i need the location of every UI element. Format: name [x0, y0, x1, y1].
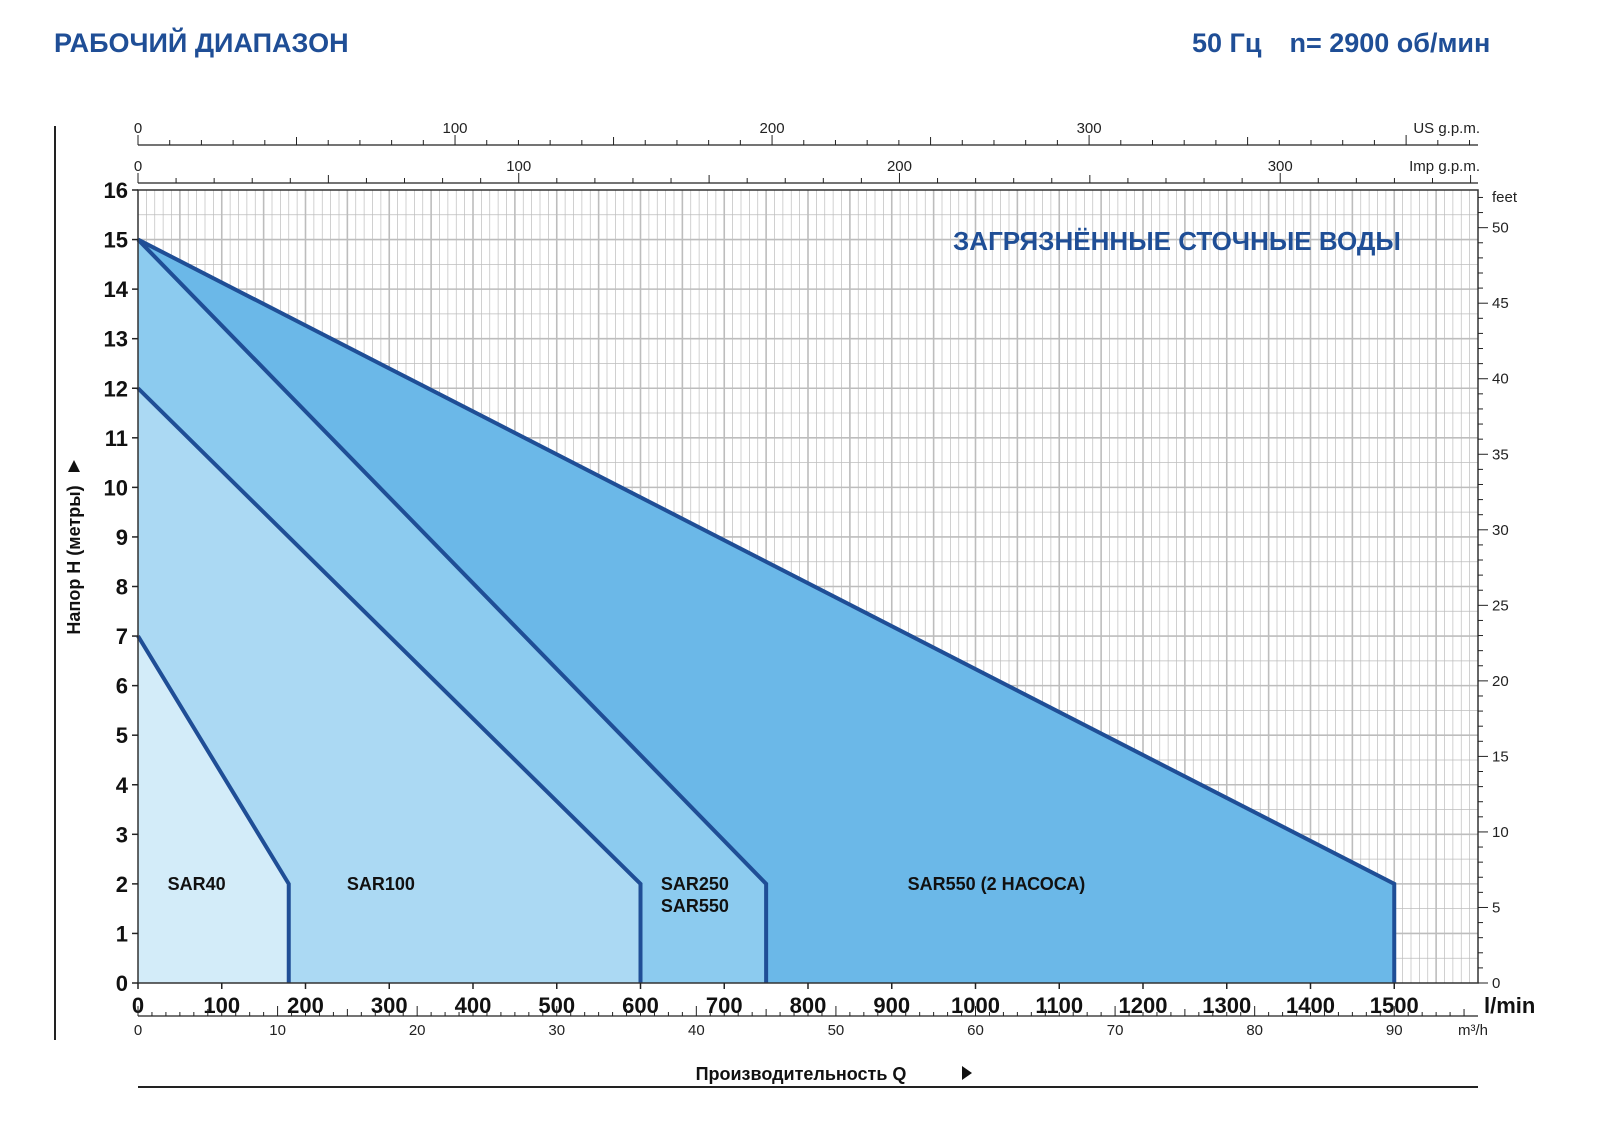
y-tick-label: 1 — [116, 921, 128, 946]
imp-gpm-tick-label: 0 — [134, 158, 142, 175]
us-gpm-tick-label: 100 — [443, 120, 468, 137]
y-axis-arrow-icon — [68, 460, 80, 472]
y-tick-label: 5 — [116, 723, 128, 748]
feet-tick-label: 5 — [1492, 899, 1500, 916]
x-axis-arrow-icon — [962, 1066, 972, 1080]
feet-tick-label: 25 — [1492, 597, 1509, 614]
us-gpm-unit-label: US g.p.m. — [1413, 120, 1480, 137]
feet-tick-label: 10 — [1492, 824, 1509, 841]
x-axis-title: Производительность Q — [696, 1064, 972, 1084]
m3h-tick-label: 10 — [269, 1022, 286, 1039]
y-tick-label: 7 — [116, 624, 128, 649]
feet-tick-label: 0 — [1492, 975, 1500, 992]
imp-gpm-tick-label: 200 — [887, 158, 912, 175]
y-tick-label: 10 — [104, 475, 128, 500]
frequency-label: 50 Гц — [1192, 28, 1262, 58]
operating-area — [138, 388, 641, 983]
chart-annotation: ЗАГРЯЗНЁННЫЕ СТОЧНЫЕ ВОДЫ — [953, 226, 1401, 256]
m3h-tick-label: 40 — [688, 1022, 705, 1039]
us-gpm-tick-label: 300 — [1077, 120, 1102, 137]
series-label: SAR40 — [168, 874, 226, 894]
y-tick-label: 4 — [116, 773, 129, 798]
y-tick-label: 0 — [116, 971, 128, 996]
x-tick-label: 0 — [132, 993, 144, 1018]
y-axis-title: Напор H (метры) — [64, 460, 84, 635]
operating-areas — [136, 237, 1397, 983]
y-tick-label: 16 — [104, 178, 128, 203]
series-label: SAR250 — [661, 874, 729, 894]
feet-tick-label: 35 — [1492, 446, 1509, 463]
feet-tick-label: 30 — [1492, 522, 1509, 539]
imp-gpm-tick-label: 100 — [506, 158, 531, 175]
y-tick-label: 15 — [104, 228, 128, 253]
m3h-unit-label: m³/h — [1458, 1022, 1488, 1039]
svg-text:Производительность Q: Производительность Q — [696, 1064, 907, 1084]
imp-gpm-tick-label: 300 — [1268, 158, 1293, 175]
m3h-tick-label: 60 — [967, 1022, 984, 1039]
series-label: SAR550 — [661, 896, 729, 916]
feet-tick-label: 20 — [1492, 673, 1509, 690]
y-tick-label: 12 — [104, 376, 128, 401]
y-tick-label: 9 — [116, 525, 128, 550]
y-tick-label: 14 — [104, 277, 129, 302]
m3h-tick-label: 20 — [409, 1022, 426, 1039]
imp-gpm-unit-label: Imp g.p.m. — [1409, 158, 1480, 175]
m3h-tick-label: 80 — [1246, 1022, 1263, 1039]
m3h-tick-label: 50 — [828, 1022, 845, 1039]
m3h-tick-label: 30 — [548, 1022, 565, 1039]
operating-conditions: 50 Гц n= 2900 об/мин — [1192, 28, 1518, 59]
feet-tick-label: 15 — [1492, 748, 1509, 765]
series-curve — [136, 635, 291, 983]
feet-unit-label: feet — [1492, 189, 1518, 206]
m3h-tick-label: 0 — [134, 1022, 142, 1039]
m3h-tick-label: 90 — [1386, 1022, 1403, 1039]
feet-tick-label: 40 — [1492, 371, 1509, 388]
y-tick-label: 8 — [116, 575, 128, 600]
y-tick-label: 2 — [116, 872, 128, 897]
series-curve — [136, 238, 769, 983]
series-label: SAR550 (2 НАСОСА) — [908, 874, 1086, 894]
y-tick-label: 13 — [104, 327, 128, 352]
us-gpm-tick-label: 0 — [134, 120, 142, 137]
y-tick-label: 11 — [105, 426, 128, 451]
series-curve — [137, 237, 1397, 983]
speed-label: n= 2900 об/мин — [1289, 28, 1491, 58]
m3h-tick-label: 70 — [1107, 1022, 1124, 1039]
y-tick-label: 6 — [116, 674, 128, 699]
series-curve — [136, 386, 643, 983]
series-label: SAR100 — [347, 874, 415, 894]
us-gpm-tick-label: 200 — [760, 120, 785, 137]
svg-text:Напор H (метры): Напор H (метры) — [64, 485, 84, 634]
feet-tick-label: 45 — [1492, 295, 1509, 312]
page-title: РАБОЧИЙ ДИАПАЗОН — [54, 28, 349, 58]
x-unit-label: l/min — [1484, 993, 1535, 1018]
feet-tick-label: 50 — [1492, 220, 1509, 237]
operating-area — [138, 636, 289, 983]
y-tick-label: 3 — [116, 822, 128, 847]
